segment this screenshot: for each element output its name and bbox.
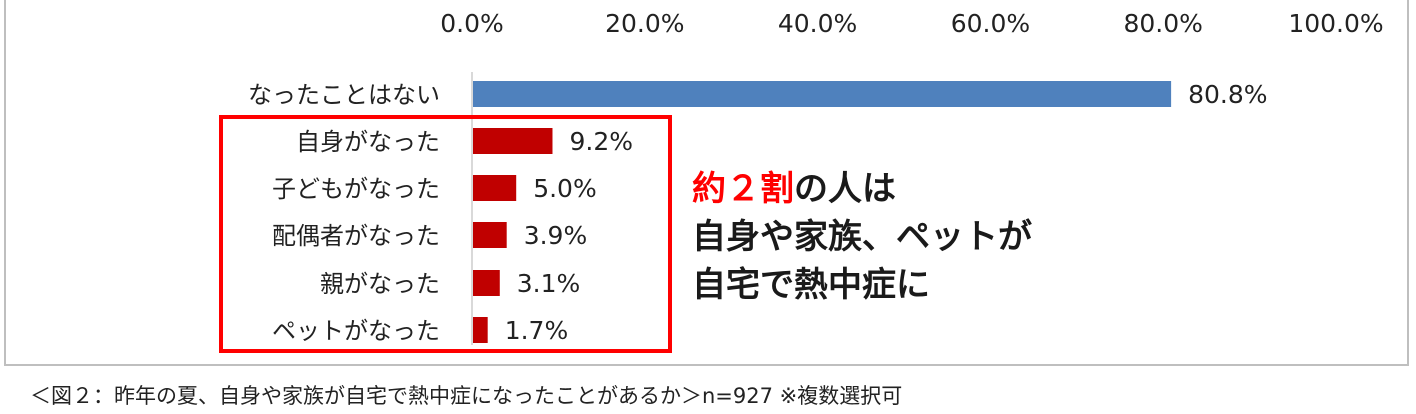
- annotation-accent: 約２割: [692, 169, 794, 209]
- x-tick-label: 100.0%: [1288, 9, 1383, 38]
- annotation-line-1: 約２割の人は: [692, 169, 896, 209]
- data-label: 3.1%: [517, 269, 581, 298]
- category-label: 配偶者がなった: [272, 222, 440, 250]
- x-tick-label: 80.0%: [1123, 9, 1202, 38]
- data-label: 3.9%: [524, 221, 588, 250]
- annotation-line-3: 自宅で熱中症に: [692, 265, 930, 305]
- bar: [473, 175, 517, 201]
- category-label: 自身がなった: [296, 128, 440, 156]
- bar-chart: 0.0% 20.0% 40.0% 60.0% 80.0% 100.0% なったことはない 8…: [219, 9, 1384, 353]
- bar: [473, 128, 553, 154]
- data-label: 1.7%: [505, 316, 569, 345]
- x-tick-label: 60.0%: [951, 9, 1030, 38]
- x-tick-label: 40.0%: [778, 9, 857, 38]
- x-tick-label: 20.0%: [605, 9, 684, 38]
- highlight-box: [219, 115, 672, 353]
- x-axis-ticks: 0.0% 20.0% 40.0% 60.0% 80.0% 100.0%: [440, 9, 1383, 38]
- category-label: ペットがなった: [272, 317, 440, 345]
- figure-caption: ＜図２：昨年の夏、自身や家族が自宅で熱中症になったことがあるか＞n=927 ※複…: [30, 384, 903, 408]
- annotation-line-2: 自身や家族、ペットが: [692, 217, 1032, 257]
- data-label: 5.0%: [533, 174, 597, 203]
- category-label: 親がなった: [320, 270, 440, 298]
- bars: なったことはない 80.8% 自身がなった 9.2% 子どもがなった 5.0% 配偶者がなっ…: [248, 80, 1268, 345]
- data-label: 80.8%: [1188, 80, 1267, 109]
- x-tick-label: 0.0%: [440, 9, 504, 38]
- bar: [473, 222, 507, 248]
- chart-frame: [4, 0, 1409, 366]
- category-label: 子どもがなった: [272, 175, 440, 203]
- annotation-line-1-rest: の人は: [794, 169, 896, 209]
- bar: [473, 317, 488, 343]
- data-label: 9.2%: [569, 127, 633, 156]
- annotation: 約２割の人は 自身や家族、ペットが 自宅で熱中症に: [692, 169, 1032, 305]
- category-label: なったことはない: [248, 81, 440, 109]
- bar: [473, 270, 500, 296]
- bar: [473, 81, 1172, 107]
